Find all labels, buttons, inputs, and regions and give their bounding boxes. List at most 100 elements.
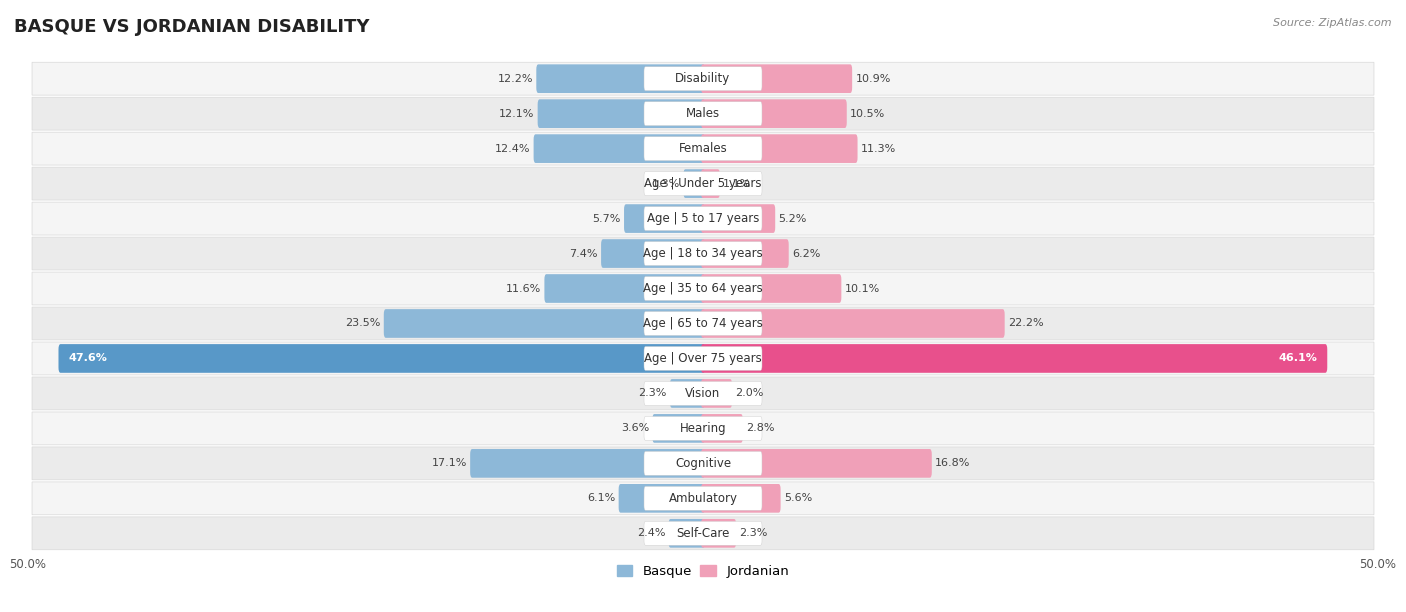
Text: 17.1%: 17.1% (432, 458, 467, 468)
Text: 1.1%: 1.1% (723, 179, 751, 188)
FancyBboxPatch shape (32, 447, 1374, 480)
FancyBboxPatch shape (384, 309, 704, 338)
FancyBboxPatch shape (644, 381, 762, 405)
Text: 2.3%: 2.3% (638, 389, 666, 398)
Text: Females: Females (679, 142, 727, 155)
FancyBboxPatch shape (544, 274, 704, 303)
Text: Age | Under 5 years: Age | Under 5 years (644, 177, 762, 190)
FancyBboxPatch shape (644, 277, 762, 300)
FancyBboxPatch shape (702, 170, 720, 198)
FancyBboxPatch shape (644, 207, 762, 231)
Text: 47.6%: 47.6% (69, 354, 107, 364)
Text: 10.1%: 10.1% (845, 283, 880, 294)
FancyBboxPatch shape (644, 521, 762, 545)
FancyBboxPatch shape (602, 239, 704, 268)
Text: 22.2%: 22.2% (1008, 318, 1043, 329)
FancyBboxPatch shape (32, 97, 1374, 130)
FancyBboxPatch shape (644, 346, 762, 370)
Text: Age | Over 75 years: Age | Over 75 years (644, 352, 762, 365)
FancyBboxPatch shape (624, 204, 704, 233)
Text: 2.4%: 2.4% (637, 528, 665, 539)
FancyBboxPatch shape (32, 237, 1374, 270)
FancyBboxPatch shape (652, 414, 704, 442)
Text: 5.6%: 5.6% (785, 493, 813, 503)
Text: 46.1%: 46.1% (1278, 354, 1317, 364)
Text: Source: ZipAtlas.com: Source: ZipAtlas.com (1274, 18, 1392, 28)
FancyBboxPatch shape (702, 519, 737, 548)
Text: 11.6%: 11.6% (506, 283, 541, 294)
FancyBboxPatch shape (683, 170, 704, 198)
Text: 6.2%: 6.2% (792, 248, 821, 258)
Text: Vision: Vision (685, 387, 721, 400)
Text: Age | 5 to 17 years: Age | 5 to 17 years (647, 212, 759, 225)
Text: Age | 35 to 64 years: Age | 35 to 64 years (643, 282, 763, 295)
FancyBboxPatch shape (644, 242, 762, 266)
FancyBboxPatch shape (32, 202, 1374, 235)
FancyBboxPatch shape (669, 379, 704, 408)
FancyBboxPatch shape (59, 344, 704, 373)
FancyBboxPatch shape (669, 519, 704, 548)
FancyBboxPatch shape (644, 67, 762, 91)
FancyBboxPatch shape (644, 417, 762, 440)
Text: Age | 65 to 74 years: Age | 65 to 74 years (643, 317, 763, 330)
FancyBboxPatch shape (644, 487, 762, 510)
Text: Self-Care: Self-Care (676, 527, 730, 540)
FancyBboxPatch shape (32, 132, 1374, 165)
FancyBboxPatch shape (644, 312, 762, 335)
FancyBboxPatch shape (32, 272, 1374, 305)
Text: Age | 18 to 34 years: Age | 18 to 34 years (643, 247, 763, 260)
Text: 3.6%: 3.6% (621, 424, 650, 433)
FancyBboxPatch shape (644, 136, 762, 160)
Text: Males: Males (686, 107, 720, 120)
FancyBboxPatch shape (536, 64, 704, 93)
FancyBboxPatch shape (32, 412, 1374, 445)
FancyBboxPatch shape (702, 414, 742, 442)
Text: 12.2%: 12.2% (498, 73, 533, 84)
Text: 7.4%: 7.4% (569, 248, 598, 258)
Text: 12.1%: 12.1% (499, 109, 534, 119)
FancyBboxPatch shape (702, 484, 780, 513)
FancyBboxPatch shape (644, 172, 762, 195)
Text: 5.7%: 5.7% (592, 214, 620, 223)
Text: 1.3%: 1.3% (652, 179, 681, 188)
FancyBboxPatch shape (644, 452, 762, 476)
FancyBboxPatch shape (702, 134, 858, 163)
Text: Hearing: Hearing (679, 422, 727, 435)
FancyBboxPatch shape (702, 379, 733, 408)
FancyBboxPatch shape (702, 99, 846, 128)
Legend: Basque, Jordanian: Basque, Jordanian (612, 560, 794, 583)
Text: 2.8%: 2.8% (747, 424, 775, 433)
FancyBboxPatch shape (702, 449, 932, 478)
Text: Ambulatory: Ambulatory (668, 492, 738, 505)
FancyBboxPatch shape (702, 204, 775, 233)
FancyBboxPatch shape (32, 62, 1374, 95)
Text: 23.5%: 23.5% (344, 318, 381, 329)
FancyBboxPatch shape (32, 167, 1374, 200)
Text: 12.4%: 12.4% (495, 144, 530, 154)
FancyBboxPatch shape (537, 99, 704, 128)
FancyBboxPatch shape (534, 134, 704, 163)
Text: 2.3%: 2.3% (740, 528, 768, 539)
Text: Disability: Disability (675, 72, 731, 85)
Text: 10.9%: 10.9% (855, 73, 891, 84)
FancyBboxPatch shape (702, 274, 841, 303)
FancyBboxPatch shape (32, 342, 1374, 375)
FancyBboxPatch shape (702, 309, 1005, 338)
Text: 10.5%: 10.5% (851, 109, 886, 119)
FancyBboxPatch shape (32, 377, 1374, 410)
Text: 2.0%: 2.0% (735, 389, 763, 398)
FancyBboxPatch shape (702, 344, 1327, 373)
FancyBboxPatch shape (470, 449, 704, 478)
Text: 11.3%: 11.3% (860, 144, 896, 154)
FancyBboxPatch shape (619, 484, 704, 513)
FancyBboxPatch shape (32, 307, 1374, 340)
FancyBboxPatch shape (702, 64, 852, 93)
FancyBboxPatch shape (702, 239, 789, 268)
FancyBboxPatch shape (32, 517, 1374, 550)
Text: Cognitive: Cognitive (675, 457, 731, 470)
Text: 5.2%: 5.2% (779, 214, 807, 223)
Text: 6.1%: 6.1% (588, 493, 616, 503)
FancyBboxPatch shape (32, 482, 1374, 515)
Text: 16.8%: 16.8% (935, 458, 970, 468)
FancyBboxPatch shape (644, 102, 762, 125)
